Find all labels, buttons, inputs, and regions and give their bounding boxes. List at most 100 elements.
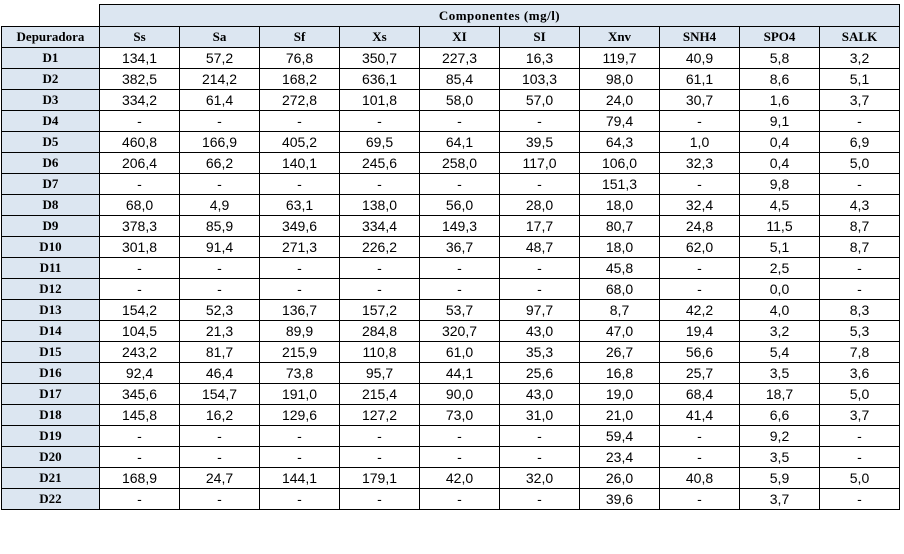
header-corner-blank [1, 4, 100, 27]
row-label: D12 [1, 278, 100, 300]
table-cell: 106,0 [579, 152, 660, 174]
table-cell: 405,2 [259, 131, 340, 153]
row-label: D17 [1, 383, 100, 405]
table-cell: 81,7 [179, 341, 260, 363]
table-cell: - [259, 278, 340, 300]
table-cell: 21,0 [579, 404, 660, 426]
table-row: D16 92,4 46,4 73,8 95,7 44,1 25,6 16,8 25,7 3,5 3,… [1, 362, 900, 384]
table-cell: - [99, 278, 180, 300]
table-row: D17 345,6 154,7 191,0 215,4 90,0 43,0 19,0 68,4 1… [1, 383, 900, 405]
table-cell: 168,2 [259, 68, 340, 90]
table-cell: 56,6 [659, 341, 740, 363]
table-cell: 68,4 [659, 383, 740, 405]
table-cell: 5,9 [739, 467, 820, 489]
table-cell: 46,4 [179, 362, 260, 384]
table-cell: 5,1 [739, 236, 820, 258]
table-cell: - [179, 425, 260, 447]
table-row: D13 154,2 52,3 136,7 157,2 53,7 97,7 8,7 42,2 4,0… [1, 299, 900, 321]
row-label: D10 [1, 236, 100, 258]
table-cell: - [819, 173, 900, 195]
table-cell: 3,6 [819, 362, 900, 384]
table-cell: 39,5 [499, 131, 580, 153]
table-cell: 0,4 [739, 131, 820, 153]
table-cell: 89,9 [259, 320, 340, 342]
table-cell: 1,0 [659, 131, 740, 153]
table-cell: 42,2 [659, 299, 740, 321]
table-cell: 80,7 [579, 215, 660, 237]
table-cell: 214,2 [179, 68, 260, 90]
table-cell: - [99, 425, 180, 447]
table-cell: 5,0 [819, 152, 900, 174]
table-cell: 40,9 [659, 47, 740, 69]
table-cell: 31,0 [499, 404, 580, 426]
table-body: D1 134,1 57,2 76,8 350,7 227,3 16,3 119,7 40,9 5,… [1, 47, 900, 510]
table-cell: 69,5 [339, 131, 420, 153]
table-row: D21 168,9 24,7 144,1 179,1 42,0 32,0 26,0 40,8 5,… [1, 467, 900, 489]
table-cell: 91,4 [179, 236, 260, 258]
table-row: D2 382,5 214,2 168,2 636,1 85,4 103,3 98,0 61,1 8… [1, 68, 900, 90]
table-cell: - [659, 488, 740, 510]
table-cell: - [499, 488, 580, 510]
table-cell: 57,0 [499, 89, 580, 111]
table-row: D12- - - - - -68,0-0,0- [1, 278, 900, 300]
table-row: D11- - - - - -45,8-2,5- [1, 257, 900, 279]
table-cell: 138,0 [339, 194, 420, 216]
components-table: Componentes (mg/l) Depuradora Ss Sa Sf Xs XI… [1, 4, 900, 510]
table-row: D8 68,0 4,9 63,1 138,0 56,0 28,0 18,0 32,4 4,5 4,3 [1, 194, 900, 216]
table-cell: 258,0 [419, 152, 500, 174]
table-cell: 25,6 [499, 362, 580, 384]
table-cell: - [499, 257, 580, 279]
table-cell: 140,1 [259, 152, 340, 174]
table-cell: 79,4 [579, 110, 660, 132]
table-cell: 28,0 [499, 194, 580, 216]
table-cell: 68,0 [99, 194, 180, 216]
data-table-wrapper: Componentes (mg/l) Depuradora Ss Sa Sf Xs XI… [1, 4, 900, 510]
table-cell: 144,1 [259, 467, 340, 489]
row-label: D7 [1, 173, 100, 195]
row-label: D19 [1, 425, 100, 447]
table-cell: 5,0 [819, 467, 900, 489]
row-label: D9 [1, 215, 100, 237]
table-cell: - [339, 257, 420, 279]
table-cell: - [99, 446, 180, 468]
table-cell: - [819, 278, 900, 300]
table-row: D22- - - - - -39,6-3,7- [1, 488, 900, 510]
table-cell: 227,3 [419, 47, 500, 69]
row-label: D6 [1, 152, 100, 174]
table-cell: - [179, 278, 260, 300]
header-group-row: Componentes (mg/l) [1, 4, 900, 27]
table-cell: 3,2 [739, 320, 820, 342]
table-cell: 18,7 [739, 383, 820, 405]
table-cell: - [339, 488, 420, 510]
table-cell: 17,7 [499, 215, 580, 237]
table-cell: - [99, 257, 180, 279]
table-cell: 6,9 [819, 131, 900, 153]
column-header: Sf [259, 26, 340, 48]
row-label: D16 [1, 362, 100, 384]
table-cell: 32,3 [659, 152, 740, 174]
table-cell: 6,6 [739, 404, 820, 426]
table-cell: 36,7 [419, 236, 500, 258]
table-cell: 191,0 [259, 383, 340, 405]
table-cell: 64,3 [579, 131, 660, 153]
table-cell: 9,2 [739, 425, 820, 447]
table-cell: - [259, 446, 340, 468]
table-cell: 284,8 [339, 320, 420, 342]
table-cell: 57,2 [179, 47, 260, 69]
table-cell: 166,9 [179, 131, 260, 153]
table-cell: 636,1 [339, 68, 420, 90]
table-row: D19- - - - - -59,4-9,2- [1, 425, 900, 447]
table-cell: - [259, 425, 340, 447]
table-cell: 18,0 [579, 236, 660, 258]
table-cell: 52,3 [179, 299, 260, 321]
table-cell: - [339, 173, 420, 195]
table-cell: 73,0 [419, 404, 500, 426]
table-cell: - [179, 446, 260, 468]
row-label: D8 [1, 194, 100, 216]
column-header: Sa [179, 26, 260, 48]
table-cell: 8,6 [739, 68, 820, 90]
table-cell: 8,3 [819, 299, 900, 321]
table-cell: 47,0 [579, 320, 660, 342]
table-cell: - [259, 257, 340, 279]
table-cell: 179,1 [339, 467, 420, 489]
